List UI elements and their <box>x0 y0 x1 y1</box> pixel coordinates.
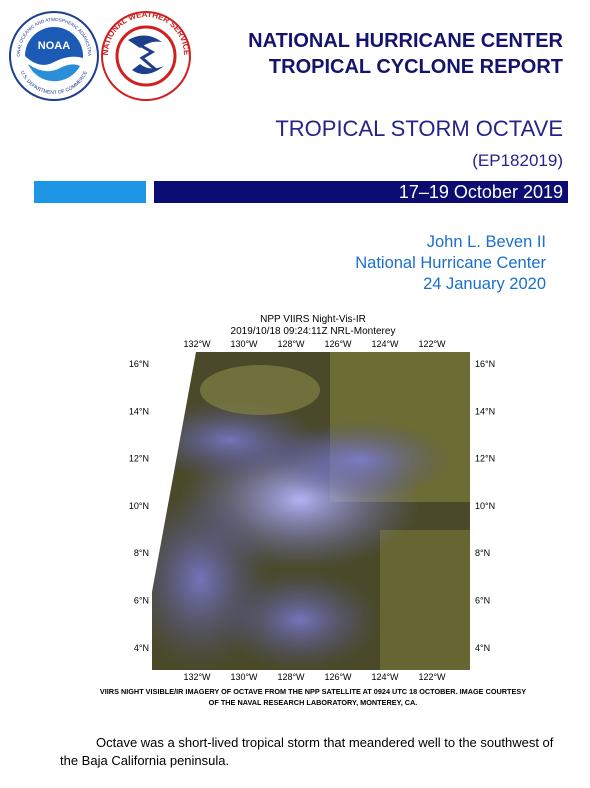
lat-label: 4°N <box>134 643 149 653</box>
lat-label: 10°N <box>129 501 149 511</box>
lon-label: 132°W <box>183 339 211 349</box>
lat-label: 8°N <box>475 548 490 558</box>
lat-label: 6°N <box>134 596 149 606</box>
lon-label: 128°W <box>277 672 305 682</box>
figure-caption: VIIRS NIGHT VISIBLE/IR IMAGERY OF OCTAVE… <box>100 687 526 696</box>
lon-label: 126°W <box>324 339 352 349</box>
lat-label: 12°N <box>475 454 495 464</box>
lat-label: 4°N <box>475 643 490 653</box>
noaa-logo: NOAA NATIONAL OCEANIC AND ATMOSPHERIC AD… <box>0 0 99 101</box>
storm-id: (EP182019) <box>472 151 563 170</box>
author-org: National Hurricane Center <box>355 254 546 272</box>
lat-label: 16°N <box>475 359 495 369</box>
lon-label: 126°W <box>324 672 352 682</box>
header-title: NATIONAL HURRICANE CENTER <box>248 30 563 52</box>
storm-name: TROPICAL STORM OCTAVE <box>275 116 563 141</box>
lat-label: 14°N <box>475 406 495 416</box>
lon-label: 130°W <box>230 339 258 349</box>
author-name: John L. Beven II <box>427 233 546 251</box>
lon-label: 130°W <box>230 672 258 682</box>
satellite-image <box>152 352 470 670</box>
noaa-name: NOAA <box>38 40 70 52</box>
lon-label: 124°W <box>371 339 399 349</box>
lat-label: 10°N <box>475 501 495 511</box>
lon-label: 132°W <box>183 672 211 682</box>
nws-logo: NATIONAL WEATHER SERVICE <box>101 10 191 101</box>
author-date: 24 January 2020 <box>423 275 546 293</box>
lon-label: 122°W <box>418 672 446 682</box>
lon-label: 128°W <box>277 339 305 349</box>
lat-label: 6°N <box>475 596 490 606</box>
date-bar <box>154 181 568 203</box>
figure-caption: OF THE NAVAL RESEARCH LABORATORY, MONTER… <box>209 698 418 707</box>
header-title: TROPICAL CYCLONE REPORT <box>269 56 563 78</box>
lat-label: 16°N <box>129 359 149 369</box>
lat-label: 14°N <box>129 406 149 416</box>
lat-label: 12°N <box>129 454 149 464</box>
figure-title: 2019/10/18 09:24:11Z NRL-Monterey <box>231 326 396 337</box>
accent-bar <box>34 181 146 203</box>
lon-label: 124°W <box>371 672 399 682</box>
figure-title: NPP VIIRS Night-Vis-IR <box>260 314 366 325</box>
body-paragraph: Octave was a short-lived tropical storm … <box>60 735 554 768</box>
lon-label: 122°W <box>418 339 446 349</box>
lat-label: 8°N <box>134 548 149 558</box>
storm-dates: 17–19 October 2019 <box>399 182 563 202</box>
